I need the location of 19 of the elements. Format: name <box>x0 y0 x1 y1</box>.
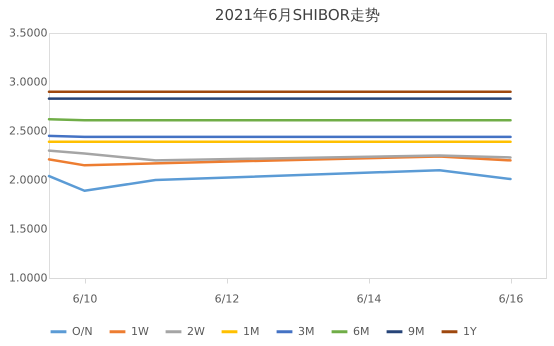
x-tick-label: 6/14 <box>356 292 382 306</box>
x-tick-label: 6/10 <box>72 292 98 306</box>
legend-label: O/N <box>72 324 93 338</box>
legend-label: 6M <box>353 324 370 338</box>
legend-label: 3M <box>298 324 314 338</box>
legend-label: 1Y <box>463 324 477 338</box>
legend-label: 1W <box>131 324 149 338</box>
y-tick-label: 1.5000 <box>9 222 48 236</box>
y-tick-label: 2.0000 <box>9 174 48 186</box>
y-tick-label: 3.5000 <box>9 26 48 40</box>
legend-label: 1M <box>243 324 260 338</box>
legend-label: 2W <box>187 324 205 338</box>
x-tick-label: 6/12 <box>214 292 240 306</box>
y-tick-label: 1.0000 <box>9 272 48 284</box>
legend-label: 9M <box>408 324 424 338</box>
chart-title: 2021年6月SHIBOR走势 <box>214 6 380 24</box>
y-tick-label: 3.0000 <box>9 76 48 88</box>
x-tick-label: 6/16 <box>498 292 524 306</box>
y-tick-label: 2.5000 <box>9 124 48 138</box>
